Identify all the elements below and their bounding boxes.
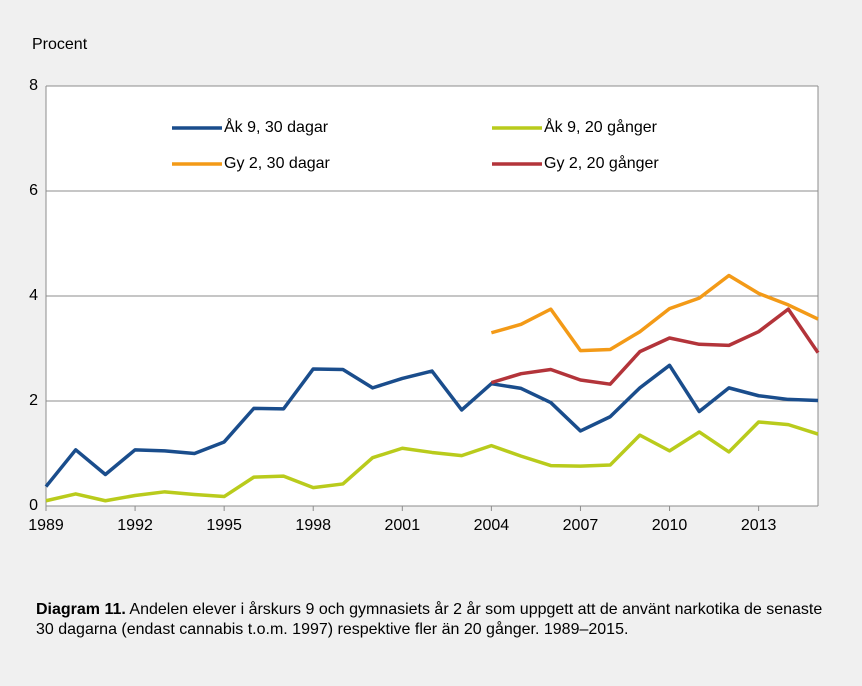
x-tick-label: 1998 [295, 517, 331, 534]
x-tick-label: 2004 [474, 517, 510, 534]
x-tick-label: 2007 [563, 517, 599, 534]
series-line [44, 363, 819, 488]
series-line [490, 273, 819, 353]
legend-label: Åk 9, 30 dagar [224, 117, 329, 136]
legend-label: Gy 2, 30 dagar [224, 155, 331, 172]
chart: Procent 0 2 4 6 8 1989 1992 1995 1998 2001 2004 200… [28, 36, 820, 534]
x-tick-label: 1992 [117, 517, 153, 534]
y-tick-label: 2 [29, 392, 38, 409]
caption-text: Andelen elever i årskurs 9 och gymnasiet… [36, 601, 823, 638]
legend-label: Åk 9, 20 gånger [544, 117, 658, 136]
y-tick-label: 8 [29, 77, 38, 94]
caption-label: Diagram 11. [36, 601, 126, 618]
y-axis-label: Procent [32, 36, 88, 53]
caption: Diagram 11. Andelen elever i årskurs 9 o… [36, 600, 836, 640]
series-line [45, 420, 819, 503]
x-tick-label: 2001 [385, 517, 421, 534]
x-tick-label: 2010 [652, 517, 688, 534]
x-tick-label: 2013 [741, 517, 777, 534]
x-tick-label: 1995 [206, 517, 242, 534]
y-tick-label: 6 [29, 182, 38, 199]
series-line [490, 307, 820, 386]
legend-label: Gy 2, 20 gånger [544, 154, 659, 172]
y-tick-label: 4 [29, 287, 38, 304]
x-tick-label: 1989 [28, 517, 64, 534]
y-tick-label: 0 [29, 497, 38, 514]
